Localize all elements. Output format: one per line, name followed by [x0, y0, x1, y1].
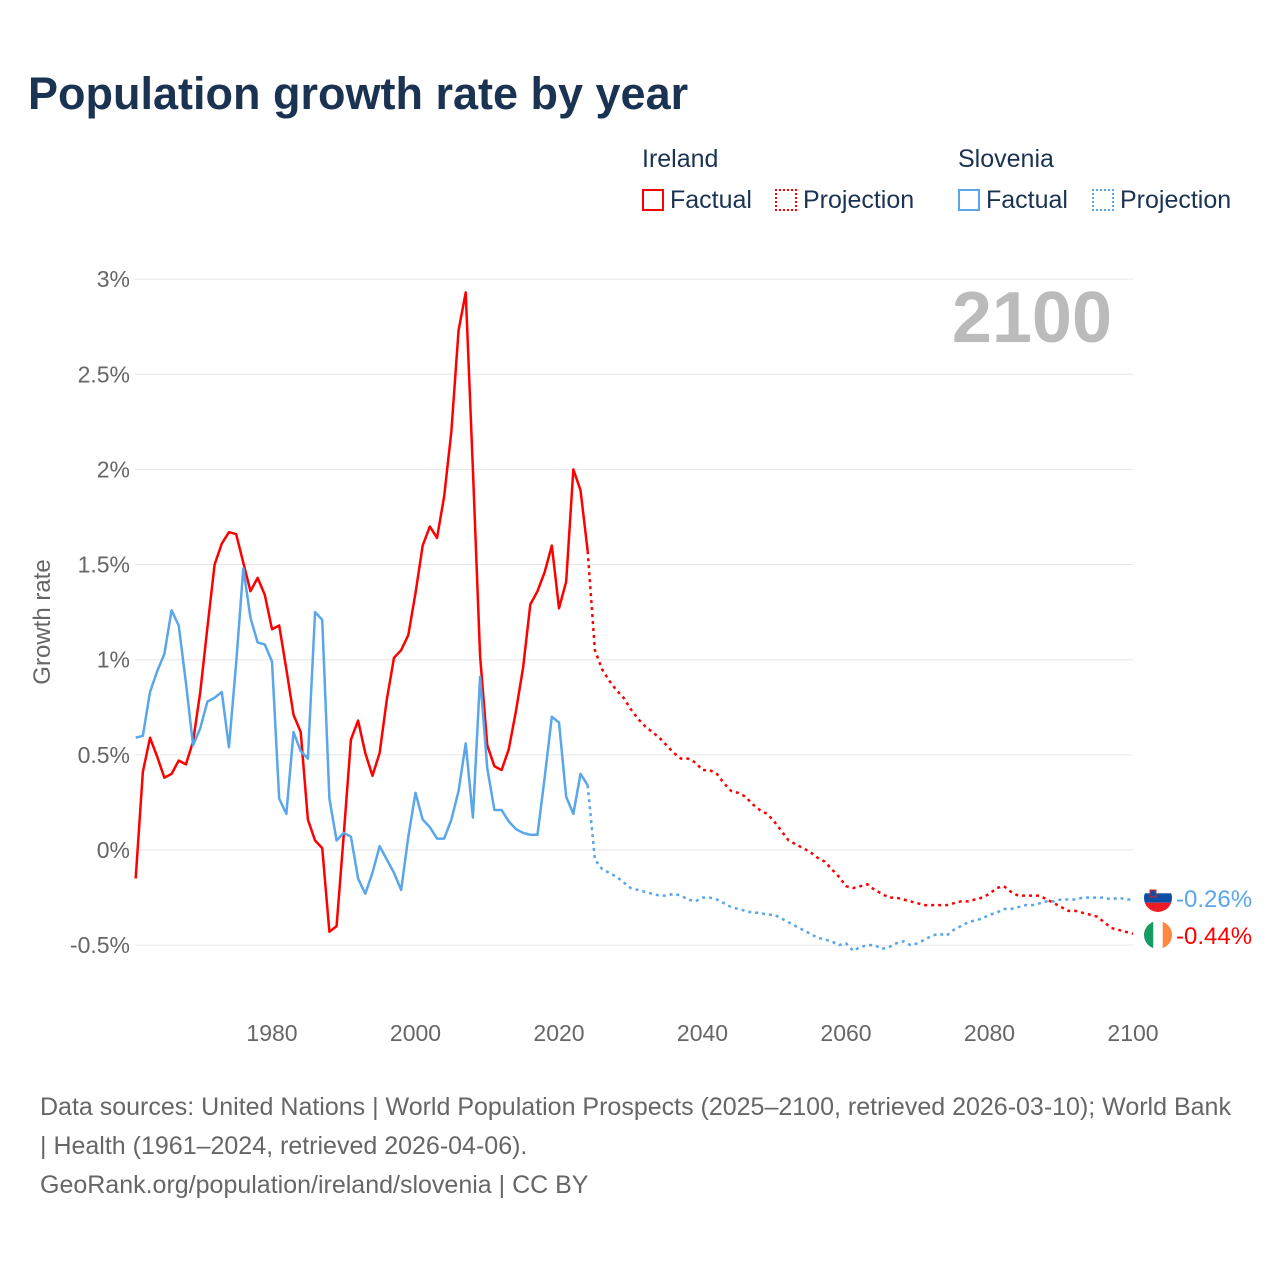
x-tick-label: 2100	[1107, 1020, 1158, 1046]
y-tick-label: 0.5%	[78, 742, 130, 768]
y-axis-label: Growth rate	[29, 559, 56, 684]
slovenia-factual-line	[135, 567, 589, 896]
slovenia-projection-line	[586, 785, 1133, 953]
legend-ireland-title: Ireland	[642, 145, 719, 173]
legend-swatch-dotted	[775, 189, 797, 211]
credit-link[interactable]: GeoRank.org/population/ireland/slovenia …	[40, 1171, 589, 1199]
slovenia-flag-icon	[1144, 884, 1172, 912]
chart-title: Population growth rate by year	[28, 68, 689, 119]
y-tick-label: -0.5%	[70, 932, 130, 958]
legend-label: Factual	[986, 186, 1068, 214]
y-tick-label: 1.5%	[78, 552, 130, 578]
ireland-factual-line	[134, 291, 589, 934]
ireland-flag-icon	[1144, 921, 1172, 949]
x-tick-label: 2000	[390, 1020, 441, 1046]
x-tick-label: 1980	[246, 1020, 297, 1046]
legend-slovenia-projection[interactable]: Projection	[1092, 186, 1231, 215]
legend-label: Projection	[803, 186, 915, 214]
y-tick-label: 0%	[97, 837, 130, 863]
legend-swatch-dotted	[1092, 189, 1114, 211]
legend-slovenia-title: Slovenia	[958, 145, 1054, 173]
slovenia-end-value: -0.26%	[1176, 886, 1252, 913]
y-tick-label: 3%	[97, 266, 130, 292]
x-tick-label: 2080	[964, 1020, 1015, 1046]
legend-label: Projection	[1120, 186, 1232, 214]
y-tick-label: 2.5%	[78, 361, 130, 387]
x-tick-label: 2020	[533, 1020, 584, 1046]
legend-ireland-factual[interactable]: Factual	[642, 186, 752, 215]
current-year-label: 2100	[952, 278, 1112, 358]
legend-ireland-projection[interactable]: Projection	[775, 186, 914, 215]
footer: Data sources: United Nations | World Pop…	[40, 1088, 1240, 1205]
legend-swatch-solid	[642, 189, 664, 211]
ireland-end-value: -0.44%	[1176, 923, 1252, 950]
chart-plot: -0.5% 0% 0.5% 1% 1.5% 2% 2.5% 3% 1980 2000 2020 204…	[29, 266, 1252, 1046]
legend-slovenia-factual[interactable]: Factual	[958, 186, 1068, 215]
ireland-projection-line	[586, 551, 1134, 935]
data-sources: Data sources: United Nations | World Pop…	[40, 1093, 1231, 1160]
x-tick-label: 2040	[677, 1020, 728, 1046]
y-tick-label: 1%	[97, 647, 130, 673]
y-tick-label: 2%	[97, 456, 130, 482]
x-tick-label: 2060	[820, 1020, 871, 1046]
legend-label: Factual	[670, 186, 752, 214]
legend-swatch-solid	[958, 189, 980, 211]
